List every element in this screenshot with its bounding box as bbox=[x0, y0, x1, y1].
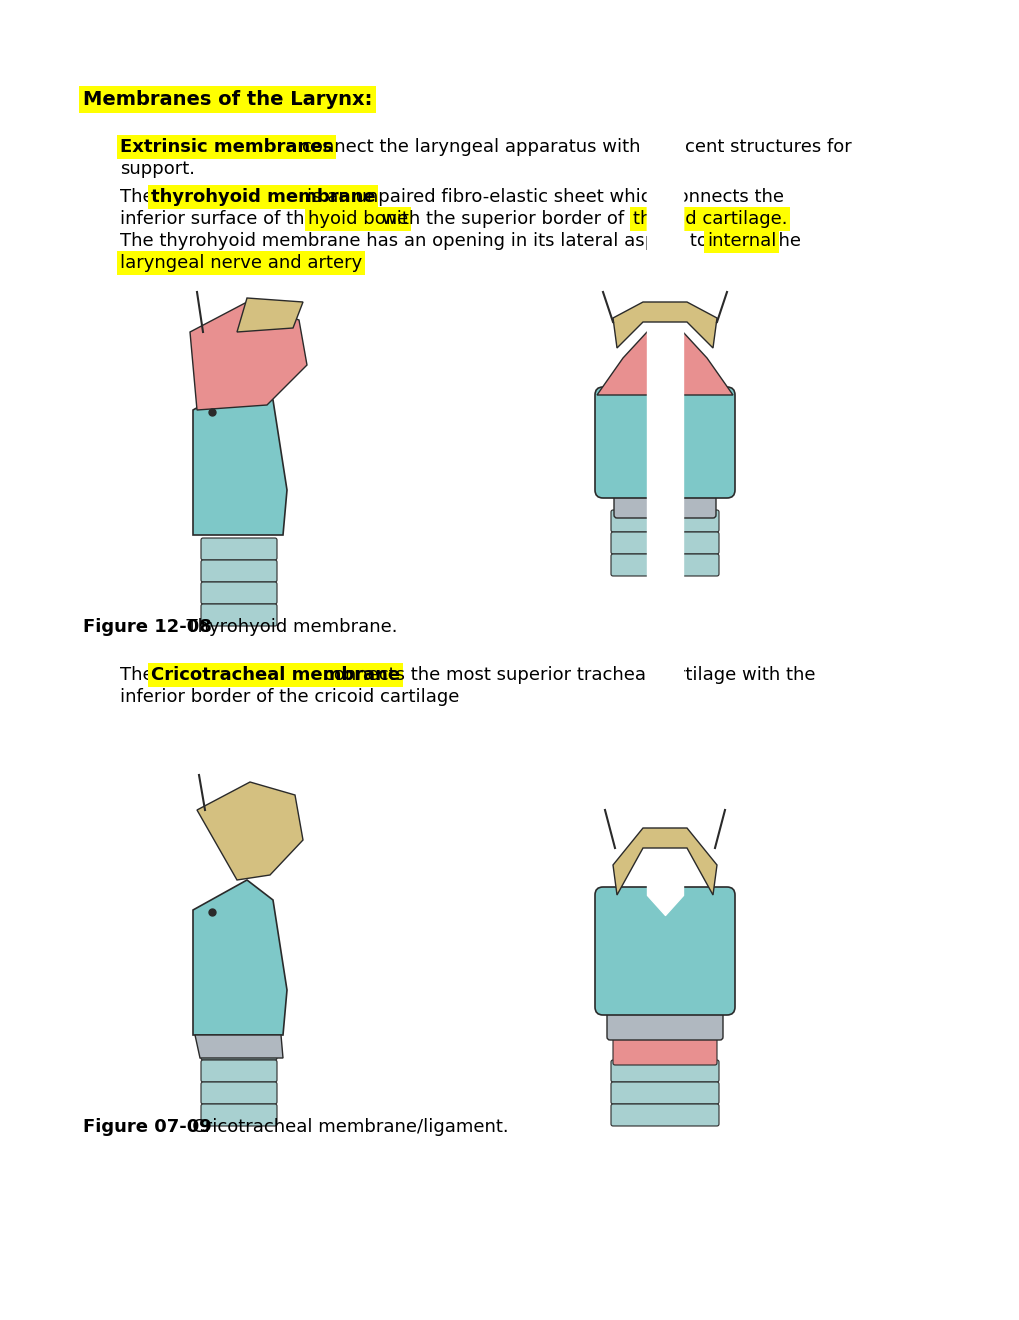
FancyBboxPatch shape bbox=[201, 605, 277, 626]
FancyBboxPatch shape bbox=[610, 532, 718, 554]
FancyBboxPatch shape bbox=[201, 560, 277, 582]
FancyBboxPatch shape bbox=[610, 1104, 718, 1126]
FancyBboxPatch shape bbox=[610, 1082, 718, 1104]
Polygon shape bbox=[612, 828, 716, 895]
Polygon shape bbox=[193, 380, 286, 535]
Polygon shape bbox=[190, 302, 307, 411]
FancyBboxPatch shape bbox=[610, 554, 718, 576]
FancyBboxPatch shape bbox=[612, 1034, 716, 1065]
FancyBboxPatch shape bbox=[594, 887, 735, 1015]
Polygon shape bbox=[193, 880, 286, 1035]
Text: with the superior border of the: with the superior border of the bbox=[382, 210, 664, 228]
Text: The: The bbox=[120, 667, 159, 684]
Text: Figure 07-09: Figure 07-09 bbox=[83, 1118, 212, 1137]
Text: inferior surface of the: inferior surface of the bbox=[120, 210, 321, 228]
FancyBboxPatch shape bbox=[606, 999, 722, 1040]
Text: connects the most superior tracheal cartilage with the: connects the most superior tracheal cart… bbox=[324, 667, 815, 684]
FancyBboxPatch shape bbox=[594, 387, 735, 498]
Text: Cricotracheal membrane: Cricotracheal membrane bbox=[151, 667, 399, 684]
Polygon shape bbox=[612, 302, 716, 348]
Polygon shape bbox=[195, 1035, 282, 1059]
FancyBboxPatch shape bbox=[201, 539, 277, 560]
Text: connect the laryngeal apparatus with adjacent structures for: connect the laryngeal apparatus with adj… bbox=[302, 139, 851, 156]
Text: Cricotracheal membrane/ligament.: Cricotracheal membrane/ligament. bbox=[175, 1118, 508, 1137]
Text: hyoid bone: hyoid bone bbox=[308, 210, 408, 228]
Text: is an unpaired fibro-elastic sheet which connects the: is an unpaired fibro-elastic sheet which… bbox=[307, 187, 784, 206]
Text: Membranes of the Larynx:: Membranes of the Larynx: bbox=[83, 90, 372, 110]
Text: thyrohyoid membrane: thyrohyoid membrane bbox=[151, 187, 375, 206]
Text: The thyrohyoid membrane has an opening in its lateral aspect to admit the: The thyrohyoid membrane has an opening i… bbox=[120, 232, 806, 249]
Text: support.: support. bbox=[120, 160, 195, 178]
Polygon shape bbox=[236, 298, 303, 333]
Text: internal: internal bbox=[706, 232, 775, 249]
FancyBboxPatch shape bbox=[201, 1038, 277, 1060]
Text: The: The bbox=[120, 187, 159, 206]
Text: Figure 12-08: Figure 12-08 bbox=[83, 618, 212, 636]
FancyBboxPatch shape bbox=[201, 1060, 277, 1082]
Polygon shape bbox=[596, 333, 733, 395]
Text: laryngeal nerve and artery: laryngeal nerve and artery bbox=[120, 253, 362, 272]
Text: Extrinsic membranes: Extrinsic membranes bbox=[120, 139, 332, 156]
Text: Thyrohyoid membrane.: Thyrohyoid membrane. bbox=[175, 618, 397, 636]
Text: inferior border of the cricoid cartilage: inferior border of the cricoid cartilage bbox=[120, 688, 459, 706]
FancyBboxPatch shape bbox=[201, 1104, 277, 1126]
Text: thyroid cartilage.: thyroid cartilage. bbox=[633, 210, 787, 228]
FancyBboxPatch shape bbox=[610, 1060, 718, 1082]
Polygon shape bbox=[197, 781, 303, 880]
FancyBboxPatch shape bbox=[613, 477, 715, 517]
FancyBboxPatch shape bbox=[610, 510, 718, 532]
FancyBboxPatch shape bbox=[201, 582, 277, 605]
FancyBboxPatch shape bbox=[201, 1082, 277, 1104]
